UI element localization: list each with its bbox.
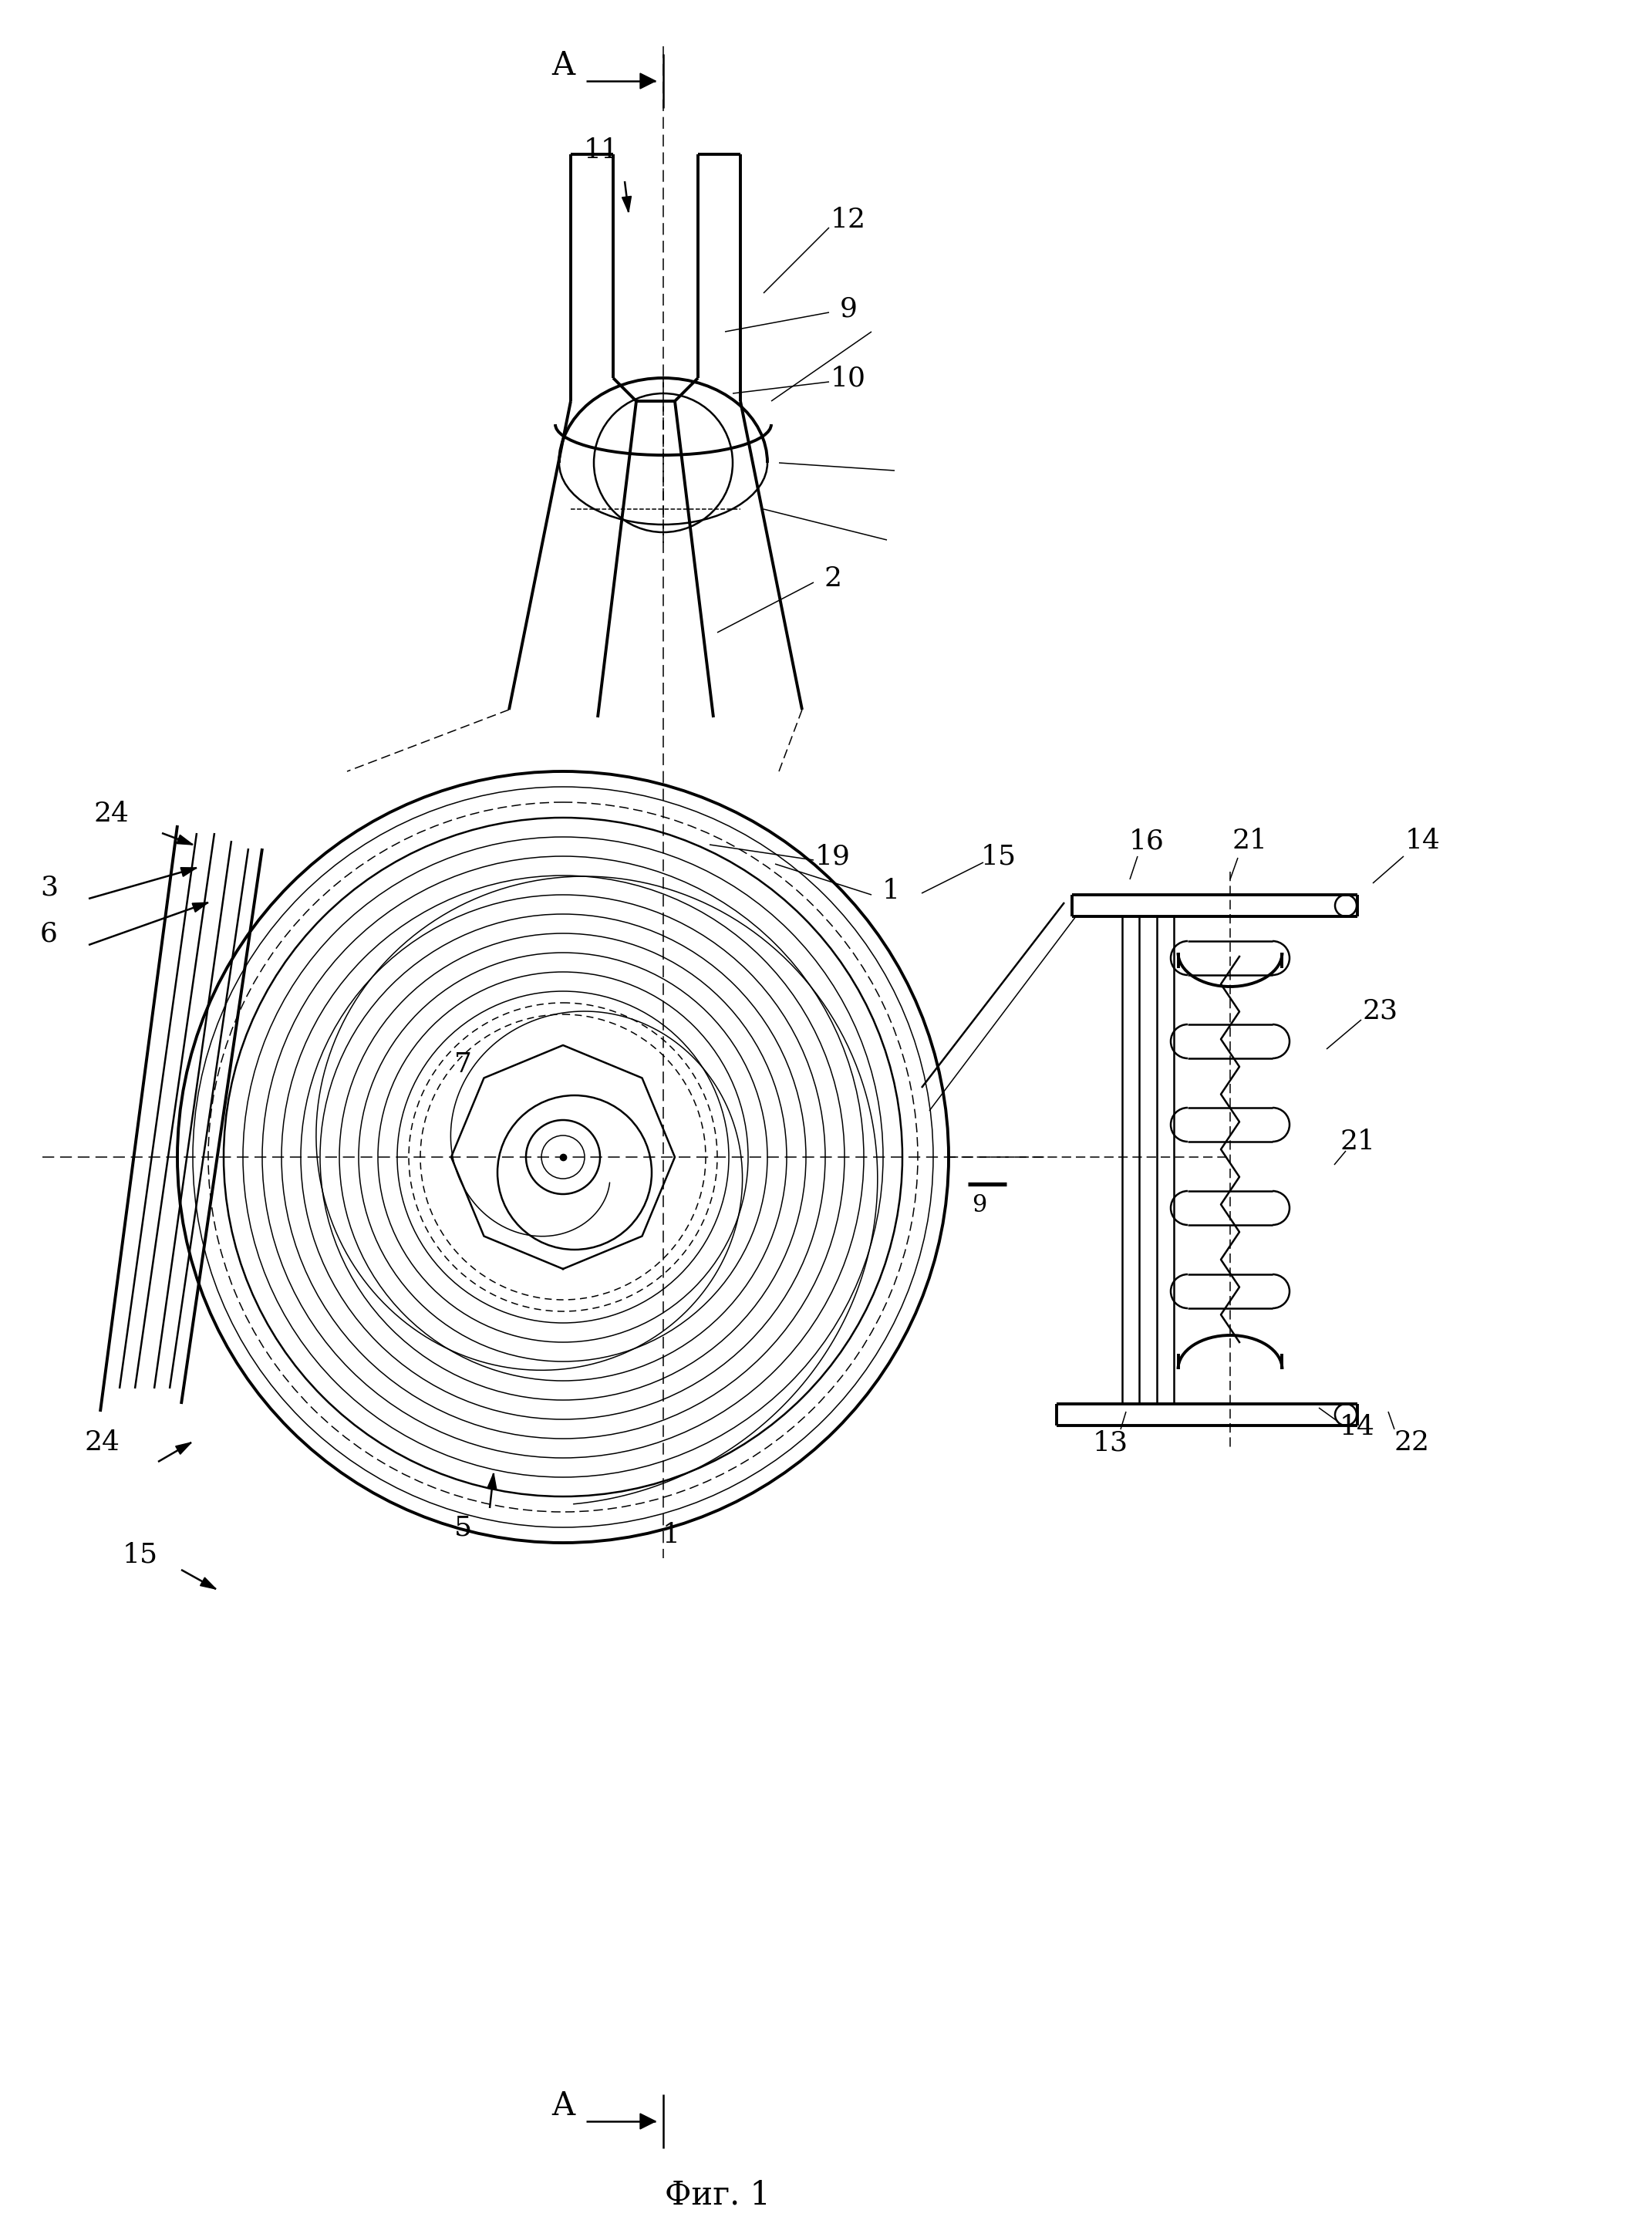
Polygon shape [175,1443,192,1454]
Text: 24: 24 [84,1429,119,1456]
Polygon shape [639,2114,656,2130]
Text: 14: 14 [1340,1414,1374,1441]
Text: 9: 9 [839,295,857,322]
Polygon shape [487,1474,497,1490]
Text: 1: 1 [662,1521,681,1548]
Text: 15: 15 [122,1541,159,1568]
Polygon shape [192,902,208,913]
Text: 2: 2 [824,566,843,591]
Text: 23: 23 [1363,998,1398,1025]
Polygon shape [177,834,193,846]
Text: Фиг. 1: Фиг. 1 [664,2179,770,2210]
Text: 13: 13 [1094,1429,1128,1456]
Polygon shape [200,1577,216,1588]
Text: 1: 1 [882,877,900,904]
Polygon shape [180,868,197,877]
Text: 14: 14 [1406,828,1441,855]
Text: A: A [552,49,575,83]
Text: 3: 3 [40,875,58,899]
Text: 15: 15 [981,843,1016,870]
Polygon shape [623,197,631,213]
Text: 12: 12 [831,206,866,233]
Text: 5: 5 [454,1514,472,1541]
Text: 16: 16 [1130,828,1165,855]
Text: 7: 7 [454,1051,471,1078]
Text: 9: 9 [971,1192,986,1217]
Text: 10: 10 [831,365,866,391]
Text: 22: 22 [1394,1429,1429,1456]
Text: 11: 11 [583,136,620,163]
Polygon shape [639,74,656,89]
Text: 21: 21 [1232,828,1267,855]
Text: 6: 6 [40,919,58,946]
Text: 24: 24 [94,801,129,828]
Text: 21: 21 [1340,1127,1374,1154]
Text: 19: 19 [814,843,851,870]
Text: A: A [552,2089,575,2123]
